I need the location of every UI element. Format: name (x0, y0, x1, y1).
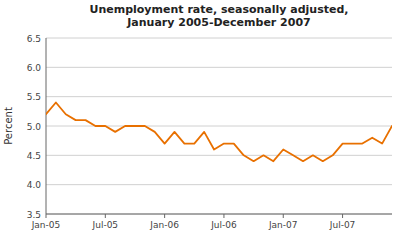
chart-container: Unemployment rate, seasonally adjusted,J… (0, 0, 401, 238)
grid-line (46, 38, 392, 39)
x-tick-label: Jan-05 (31, 220, 61, 230)
title: Unemployment rate, seasonally adjusted,J… (89, 3, 348, 29)
y-tick-label: 3.5 (27, 210, 41, 220)
y-axis-label: Percent (3, 107, 14, 145)
x-tick (342, 214, 343, 218)
x-tick (164, 214, 165, 218)
data-line (46, 103, 392, 162)
x-tick (46, 214, 47, 218)
x-tick-label: Jul-06 (210, 220, 237, 230)
title-line: January 2005-December 2007 (126, 16, 310, 29)
y-tick-label: 6.0 (27, 63, 42, 73)
x-axis-line (46, 214, 392, 215)
x-tick (223, 214, 224, 218)
title-line: Unemployment rate, seasonally adjusted, (89, 3, 348, 16)
y-tick-label: 5.5 (27, 92, 41, 102)
y-tick-label: 4.5 (27, 151, 41, 161)
chart: Unemployment rate, seasonally adjusted,J… (0, 0, 401, 238)
x-tick-label: Jan-06 (149, 220, 179, 230)
x-tick-label: Jul-07 (329, 220, 356, 230)
x-tick (283, 214, 284, 218)
plot-area (46, 103, 392, 162)
grid-line (46, 155, 392, 156)
y-axis-line (46, 38, 47, 214)
x-tick-label: Jul-05 (92, 220, 119, 230)
grid-line (46, 67, 392, 68)
y-tick-label: 4.0 (27, 180, 42, 190)
y-tick-label: 5.0 (27, 122, 42, 132)
y-tick-label: 6.5 (27, 34, 41, 44)
grid-line (46, 96, 392, 97)
x-tick (105, 214, 106, 218)
grid-line (46, 214, 392, 215)
x-tick-label: Jan-07 (268, 220, 298, 230)
grid-line (46, 184, 392, 185)
